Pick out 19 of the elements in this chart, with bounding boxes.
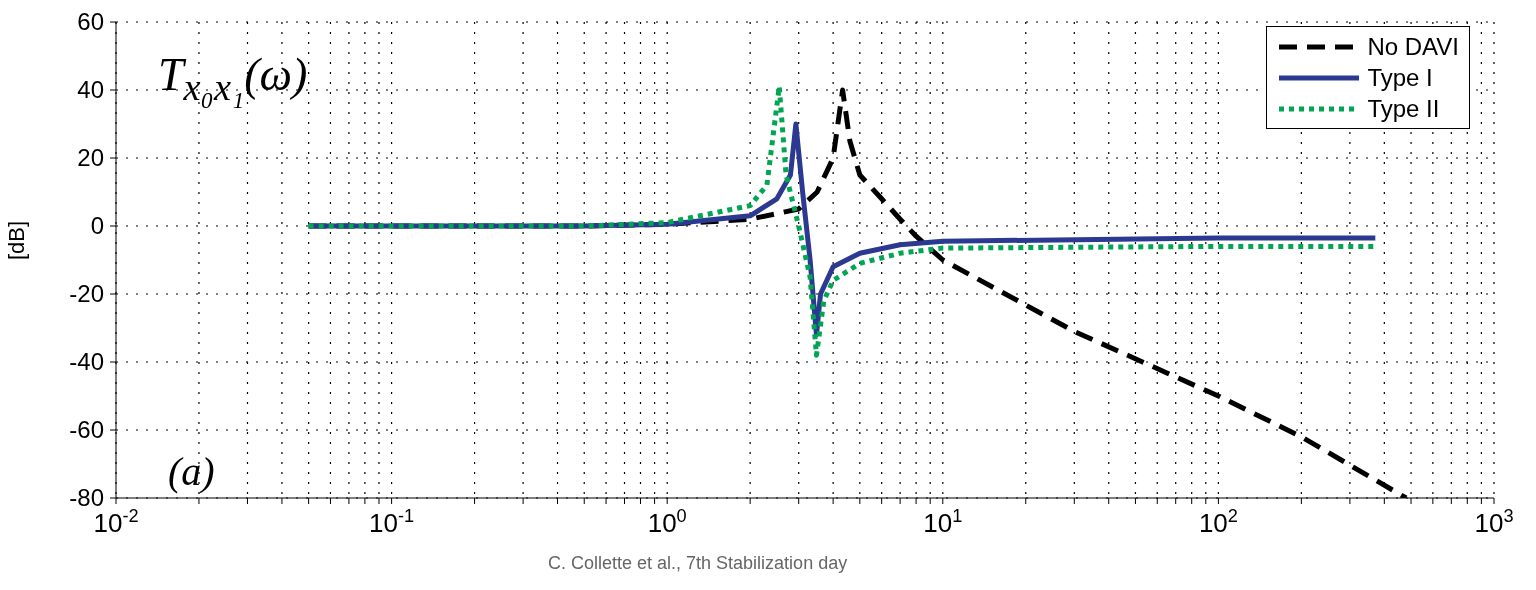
y-tick-label: -60 [69,416,104,443]
y-axis-title: [dB] [3,220,29,260]
y-tick-label: 60 [77,8,104,35]
x-tick-label: 10$^{0}$ [647,506,687,538]
y-tick-label: -40 [69,348,104,375]
annotation: T$_{x₀x₁}$(ω) [158,48,308,110]
x-tick-label: 10$^{3}$ [1474,506,1514,538]
y-tick-label: 0 [90,212,104,239]
x-tick-label: 10$^{-1}$ [369,506,415,538]
y-tick-label: -20 [69,280,104,307]
legend-label: Type I [1367,63,1433,92]
y-tick-label: 40 [77,76,104,103]
y-tick-label: 20 [77,144,104,171]
text: C. Collette et al., 7th Stabilization day [548,553,848,574]
legend-label: No DAVI [1367,32,1459,61]
legend-label: Type II [1367,94,1440,123]
x-tick-label: 10$^{1}$ [923,506,963,538]
x-tick-label: 10$^{2}$ [1198,506,1238,538]
annotation: (a) [168,448,215,495]
